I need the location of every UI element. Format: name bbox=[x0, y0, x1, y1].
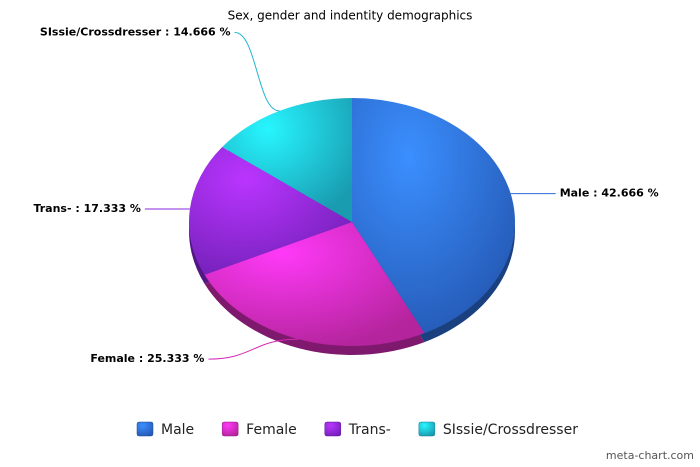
legend-label: SIssie/Crossdresser bbox=[443, 422, 578, 438]
legend-label: Trans- bbox=[348, 422, 391, 438]
slice bbox=[204, 222, 425, 346]
chart-title: Sex, gender and indentity demographics bbox=[228, 9, 473, 23]
credit: meta-chart.com bbox=[606, 449, 694, 462]
leader-line bbox=[234, 31, 280, 112]
value-label: Trans- : 17.333 % bbox=[33, 202, 140, 215]
leader-line bbox=[208, 338, 299, 360]
legend-swatch bbox=[418, 421, 436, 437]
value-label: Male : 42.666 % bbox=[560, 187, 659, 200]
legend-swatch bbox=[221, 421, 239, 437]
legend-swatch bbox=[324, 421, 342, 437]
slice bbox=[222, 98, 352, 222]
slice bbox=[189, 147, 352, 275]
legend-label: Female bbox=[246, 422, 297, 438]
legend-label: Male bbox=[161, 422, 194, 438]
legend-swatch bbox=[136, 421, 154, 437]
value-label: Female : 25.333 % bbox=[90, 352, 204, 365]
value-label: SIssie/Crossdresser : 14.666 % bbox=[40, 25, 231, 38]
slice bbox=[352, 98, 515, 334]
